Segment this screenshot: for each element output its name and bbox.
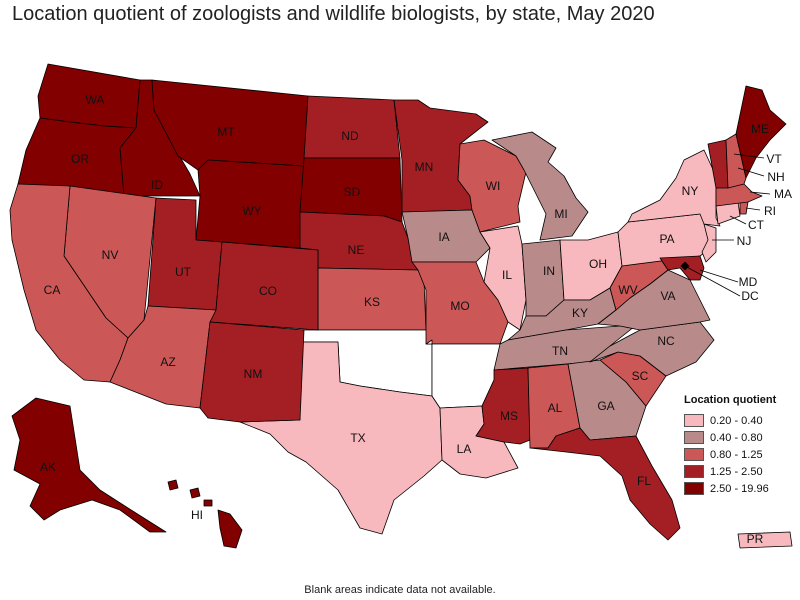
label-DC: DC	[741, 289, 759, 303]
label-UT: UT	[175, 265, 192, 279]
label-IA: IA	[438, 230, 449, 244]
label-PR: PR	[747, 532, 764, 546]
legend-item-1: 0.40 - 0.80	[684, 429, 776, 446]
label-OR: OR	[71, 152, 89, 166]
label-NJ: NJ	[737, 234, 752, 248]
label-CT: CT	[748, 218, 765, 232]
label-NV: NV	[102, 248, 119, 262]
legend-label-3: 1.25 - 2.50	[710, 465, 763, 478]
leader-CT	[729, 215, 747, 225]
label-ME: ME	[751, 122, 769, 136]
leader-NH	[737, 167, 765, 177]
dc-marker	[682, 263, 688, 269]
label-VT: VT	[766, 152, 782, 166]
legend-swatch-0	[684, 414, 704, 427]
leader-MD	[699, 269, 739, 283]
state-CO[interactable]	[209, 241, 319, 331]
legend-item-3: 1.25 - 2.50	[684, 463, 776, 480]
state-WI[interactable]	[457, 139, 527, 233]
state-TX[interactable]	[239, 341, 443, 535]
label-MS: MS	[500, 409, 518, 423]
label-NM: NM	[244, 367, 263, 381]
legend-swatch-4	[684, 482, 704, 495]
label-NH: NH	[767, 170, 784, 184]
footnote: Blank areas indicate data not available.	[304, 584, 496, 596]
legend-title: Location quotient	[684, 394, 777, 406]
state-NJ[interactable]	[701, 223, 717, 263]
label-IN: IN	[543, 264, 555, 278]
state-FL[interactable]	[529, 427, 681, 541]
states-layer	[9, 63, 793, 549]
legend-label-1: 0.40 - 0.80	[710, 431, 763, 444]
state-AZ[interactable]	[109, 305, 217, 409]
label-NE: NE	[348, 243, 365, 257]
label-ND: ND	[341, 129, 359, 143]
state-NH[interactable]	[725, 133, 747, 189]
label-NY: NY	[682, 184, 699, 198]
label-PA: PA	[659, 232, 674, 246]
label-GA: GA	[597, 399, 614, 413]
label-SD: SD	[344, 185, 361, 199]
legend-item-2: 0.80 - 1.25	[684, 446, 776, 463]
label-MI: MI	[554, 207, 567, 221]
state-PR[interactable]	[737, 531, 793, 549]
legend-label-4: 2.50 - 19.96	[710, 482, 769, 495]
state-NY[interactable]	[627, 149, 721, 227]
label-ID: ID	[151, 178, 163, 192]
state-NC[interactable]	[589, 321, 715, 377]
label-AK: AK	[40, 460, 56, 474]
legend-swatch-2	[684, 448, 704, 461]
label-WA: WA	[86, 93, 105, 107]
label-OH: OH	[589, 257, 607, 271]
leader-MA	[749, 191, 771, 195]
label-FL: FL	[637, 474, 651, 488]
label-MT: MT	[217, 125, 235, 139]
label-MN: MN	[415, 160, 434, 174]
legend-swatch-1	[684, 431, 704, 444]
legend-label-2: 0.80 - 1.25	[710, 448, 763, 461]
state-MI[interactable]	[491, 131, 589, 241]
label-VA: VA	[660, 289, 675, 303]
label-AL: AL	[548, 401, 563, 415]
label-RI: RI	[764, 204, 776, 218]
label-AZ: AZ	[160, 355, 175, 369]
label-MA: MA	[774, 187, 792, 201]
state-labels-layer: WA OR ID MT WY ND SD NE KS TX MN IA MO L…	[40, 93, 792, 546]
label-WV: WV	[618, 283, 637, 297]
leader-VT	[733, 153, 765, 159]
state-MD[interactable]	[659, 255, 705, 281]
label-NC: NC	[657, 334, 675, 348]
label-WY: WY	[242, 204, 261, 218]
label-HI: HI	[191, 508, 203, 522]
label-KS: KS	[364, 295, 380, 309]
label-MD: MD	[739, 275, 758, 289]
legend-swatch-3	[684, 465, 704, 478]
state-AK[interactable]	[11, 397, 167, 533]
state-IL[interactable]	[479, 225, 527, 331]
state-NM[interactable]	[199, 321, 305, 423]
label-MO: MO	[450, 299, 469, 313]
state-HI[interactable]	[167, 479, 243, 549]
legend: Location quotient 0.20 - 0.40 0.40 - 0.8…	[684, 394, 776, 497]
legend-label-0: 0.20 - 0.40	[710, 414, 763, 427]
label-KY: KY	[572, 306, 588, 320]
label-LA: LA	[457, 442, 472, 456]
leader-RI	[745, 207, 761, 211]
state-ND[interactable]	[303, 95, 401, 159]
label-TX: TX	[350, 431, 365, 445]
label-SC: SC	[632, 369, 649, 383]
label-TN: TN	[552, 344, 568, 358]
state-CA[interactable]	[9, 183, 129, 383]
leader-DC	[684, 265, 741, 297]
label-WI: WI	[486, 179, 501, 193]
map-title: Location quotient of zoologists and wild…	[12, 3, 655, 25]
label-CO: CO	[259, 284, 277, 298]
legend-item-4: 2.50 - 19.96	[684, 480, 776, 497]
legend-item-0: 0.20 - 0.40	[684, 412, 776, 429]
label-CA: CA	[44, 283, 61, 297]
label-IL: IL	[502, 268, 512, 282]
